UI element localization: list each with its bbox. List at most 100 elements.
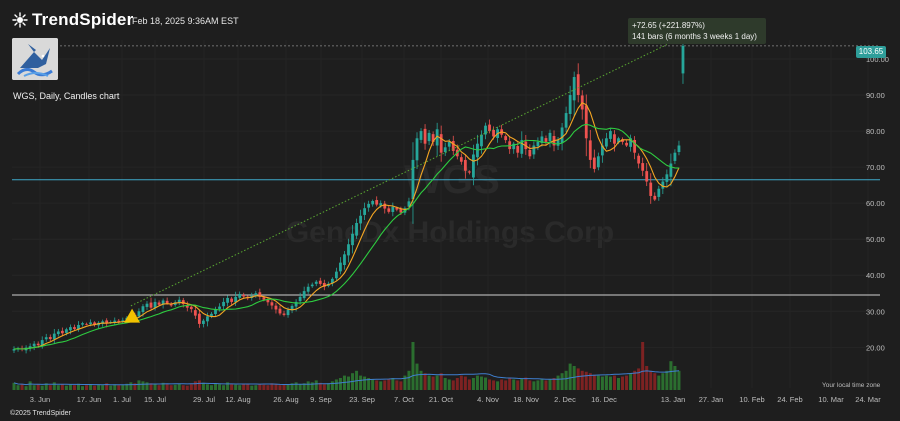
candle-body — [266, 299, 270, 303]
volume-bar — [596, 375, 600, 390]
x-tick-label: 3. Jun — [30, 395, 50, 404]
y-tick-label: 60.00 — [866, 199, 885, 208]
candle — [653, 192, 657, 202]
candle — [625, 140, 628, 148]
candle — [44, 333, 48, 342]
candle-body — [407, 201, 411, 207]
candle — [157, 300, 161, 307]
volume-bar — [133, 383, 137, 390]
candle — [391, 202, 395, 217]
candle-body — [343, 254, 346, 265]
volume-bar — [32, 385, 36, 390]
user-avatar[interactable] — [12, 38, 58, 80]
volume-bar — [520, 378, 524, 390]
measurement-tool[interactable] — [130, 35, 668, 307]
volume-bar — [419, 370, 423, 390]
measurement-box[interactable]: +72.65 (+221.897%) 141 bars (6 months 3 … — [628, 18, 766, 44]
candle — [568, 85, 572, 121]
volume-bar — [649, 370, 653, 390]
candle-body — [105, 320, 109, 324]
volume-bar — [254, 385, 258, 390]
volume-bar — [286, 384, 290, 390]
volume-bar — [242, 383, 246, 390]
candle-body — [560, 127, 564, 144]
volume-bar — [145, 382, 149, 390]
volume-bar — [395, 380, 399, 390]
volume-bar — [56, 385, 60, 390]
candle-body — [12, 349, 16, 351]
candle — [149, 297, 153, 310]
candle-body — [77, 324, 80, 330]
candle — [500, 124, 504, 138]
volume-bar — [250, 385, 254, 390]
volume-bar — [576, 368, 580, 390]
horizontal-lines[interactable] — [12, 45, 880, 296]
candle-body — [234, 296, 238, 303]
candle — [347, 238, 350, 263]
volume-bar — [278, 385, 282, 390]
candle-body — [40, 340, 44, 347]
candle-body — [673, 152, 677, 161]
candle — [472, 144, 475, 186]
volume-bar — [294, 382, 298, 390]
volume-bar — [209, 385, 213, 390]
candle-body — [274, 305, 278, 310]
volume-bar — [544, 380, 548, 390]
candle-body — [145, 303, 149, 307]
candle — [335, 267, 338, 281]
candle-body — [447, 141, 451, 147]
candle-body — [528, 149, 532, 157]
candle-body — [600, 145, 604, 156]
candle-body — [584, 105, 588, 139]
candle — [572, 71, 576, 117]
candle — [375, 196, 379, 207]
candle — [621, 137, 624, 145]
volume-bar — [661, 373, 665, 390]
candle-body — [379, 203, 383, 206]
candle-body — [254, 293, 258, 296]
x-tick-label: 21. Oct — [429, 395, 454, 404]
candle-body — [443, 147, 447, 153]
candle-body — [298, 296, 302, 302]
measurement-bars: 141 bars (6 months 3 weeks 1 day) — [632, 32, 757, 41]
candle — [113, 317, 117, 325]
timezone-label[interactable]: Your local time zone — [822, 382, 881, 389]
candle-body — [653, 195, 657, 200]
candle-body — [391, 206, 395, 212]
y-tick-label: 50.00 — [866, 235, 885, 244]
candle-body — [520, 140, 524, 154]
candle-body — [363, 208, 367, 215]
candle — [484, 122, 487, 140]
candle-body — [314, 281, 318, 284]
y-axis: 20.00 30.00 40.00 50.00 60.00 70.00 80.00 90.00… — [866, 55, 889, 352]
candle — [230, 296, 234, 306]
signal-markers — [124, 308, 141, 323]
volume-bar — [318, 382, 322, 390]
candle-body — [415, 138, 419, 161]
candle — [560, 122, 564, 151]
candle — [355, 218, 358, 239]
candle-body — [347, 244, 350, 256]
candle — [254, 290, 258, 298]
candle — [93, 321, 96, 327]
candle — [443, 142, 447, 156]
volume-bar — [141, 381, 145, 390]
volume-bar — [89, 384, 93, 390]
candle-body — [564, 113, 568, 128]
candle-body — [322, 282, 326, 287]
volume-bar — [371, 379, 375, 390]
volume-bar — [677, 370, 681, 390]
candle-body — [48, 337, 52, 340]
candle-body — [69, 327, 72, 331]
candle-body — [262, 297, 266, 300]
volume-bar — [36, 384, 40, 390]
candle-body — [214, 309, 217, 315]
candle — [512, 141, 516, 154]
candle — [322, 279, 326, 291]
candle — [310, 282, 314, 288]
candle — [226, 295, 229, 307]
candle-body — [330, 278, 334, 284]
candle-body — [633, 139, 637, 153]
candle — [28, 343, 32, 352]
